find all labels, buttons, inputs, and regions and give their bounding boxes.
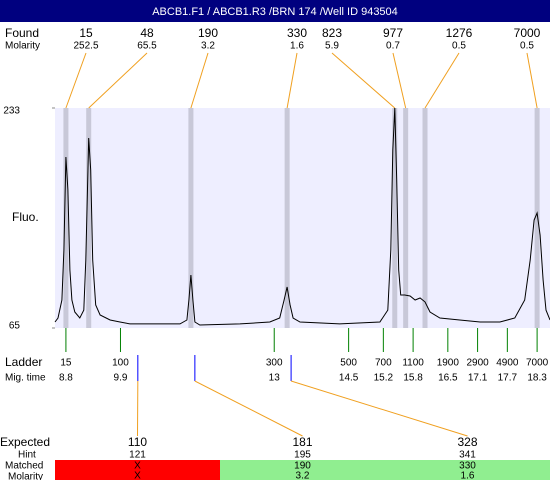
- peak-connector: [331, 52, 396, 109]
- found-molarity: 0.5: [452, 41, 466, 52]
- hint-size: 121: [129, 450, 146, 461]
- peak-connector: [424, 52, 460, 109]
- found-molarity: 0.7: [386, 41, 400, 52]
- found-size: 977: [383, 26, 403, 40]
- matched-size: 190: [294, 461, 311, 472]
- matched-cell: [385, 460, 550, 480]
- matched-size: 330: [459, 461, 476, 472]
- peak-connector: [392, 52, 407, 109]
- peak-band: [392, 108, 398, 328]
- peak-band: [403, 108, 409, 328]
- found-size: 1276: [446, 26, 473, 40]
- peak-band: [534, 108, 540, 328]
- ladder-mig-time: 15.2: [374, 373, 394, 384]
- peak-band: [188, 108, 194, 328]
- ladder-size: 700: [375, 358, 392, 369]
- found-label: Found: [5, 26, 39, 40]
- header-title: ABCB1.F1 / ABCB1.R3 /BRN 174 /Well ID 94…: [152, 6, 398, 18]
- expected-size: 328: [457, 435, 477, 449]
- matched-size: X: [134, 461, 141, 472]
- peak-connector: [526, 52, 538, 109]
- matched-molarity: X: [134, 471, 141, 480]
- ladder-size: 100: [112, 358, 129, 369]
- ladder-mig-time: 18.3: [527, 373, 547, 384]
- ladder-size: 1900: [437, 358, 460, 369]
- ladder-size: 2900: [466, 358, 489, 369]
- ladder-size: 4900: [496, 358, 519, 369]
- plot-area: [55, 108, 550, 328]
- found-size: 330: [287, 26, 307, 40]
- hint-label: Hint: [18, 450, 36, 461]
- found-size: 190: [198, 26, 218, 40]
- ladder-mig-time: 8.8: [59, 373, 73, 384]
- ladder-mig-time: 17.1: [468, 373, 488, 384]
- y-tick-label: 233: [3, 106, 20, 117]
- found-size: 7000: [514, 26, 541, 40]
- matched-label: Matched: [5, 461, 43, 472]
- hint-size: 195: [294, 450, 311, 461]
- y-tick-label: 65: [9, 321, 21, 332]
- expected-size: 110: [128, 435, 147, 449]
- ladder-mig-time: 13: [269, 373, 281, 384]
- matched-cell: [55, 460, 220, 480]
- ladder-mig-time: 17.7: [498, 373, 518, 384]
- found-molarity: 3.2: [201, 41, 215, 52]
- ladder-size: 7000: [526, 358, 549, 369]
- peak-connector: [190, 52, 209, 109]
- ladder-size: 1100: [402, 358, 424, 369]
- found-molarity: 0.5: [520, 41, 534, 52]
- matched-cell: [220, 460, 385, 480]
- ladder-size: 500: [340, 358, 357, 369]
- expected-connector: [194, 380, 303, 437]
- expected-connector: [290, 380, 468, 437]
- peak-connector: [286, 52, 298, 109]
- ladder-mig-time: 15.8: [403, 373, 423, 384]
- peak-band: [86, 108, 92, 328]
- matched-molarity: 3.2: [296, 471, 310, 480]
- peak-band: [63, 108, 69, 328]
- peak-connector: [88, 52, 148, 109]
- peak-connector: [65, 52, 87, 109]
- ladder-mig-time: 14.5: [339, 373, 359, 384]
- trace: [54, 107, 550, 326]
- peak-band: [284, 108, 290, 328]
- found-size: 15: [79, 26, 93, 40]
- ladder-mig-time: 16.5: [438, 373, 458, 384]
- found-molarity: 5.9: [325, 41, 339, 52]
- molarity-label: Molarity: [8, 472, 43, 480]
- peak-band: [422, 108, 428, 328]
- mig-time-label: Mig. time: [5, 373, 46, 384]
- expected-size: 181: [292, 435, 312, 449]
- header-bar: [0, 0, 550, 22]
- matched-molarity: 1.6: [461, 471, 475, 480]
- found-molarity: 1.6: [290, 41, 304, 52]
- hint-size: 341: [459, 450, 476, 461]
- ladder-size: 15: [60, 358, 72, 369]
- found-size: 48: [140, 26, 154, 40]
- ladder-label: Ladder: [5, 355, 42, 369]
- found-size: 823: [322, 26, 342, 40]
- ladder-size: 300: [266, 358, 283, 369]
- found-molarity: 65.5: [137, 41, 157, 52]
- found-molarity: 252.5: [73, 41, 98, 52]
- ladder-mig-time: 9.9: [114, 373, 128, 384]
- found-molarity-label: Molarity: [5, 41, 40, 52]
- y-axis-label: Fluo.: [12, 210, 39, 224]
- expected-label: Expected: [0, 435, 50, 449]
